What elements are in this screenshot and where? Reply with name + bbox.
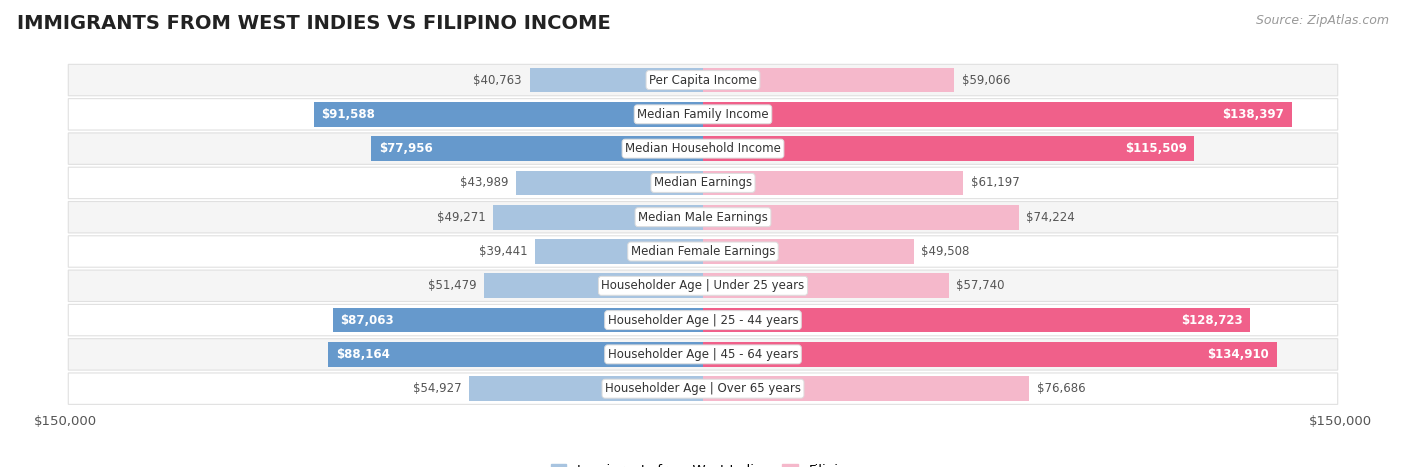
Text: Median Household Income: Median Household Income bbox=[626, 142, 780, 155]
Text: $76,686: $76,686 bbox=[1036, 382, 1085, 395]
Text: $49,271: $49,271 bbox=[437, 211, 486, 224]
Bar bbox=[530, 68, 703, 92]
Bar bbox=[484, 274, 703, 298]
Bar bbox=[703, 239, 914, 264]
Text: $138,397: $138,397 bbox=[1222, 108, 1284, 121]
Text: $57,740: $57,740 bbox=[956, 279, 1005, 292]
Bar bbox=[703, 170, 963, 195]
Text: $77,956: $77,956 bbox=[380, 142, 433, 155]
Text: $128,723: $128,723 bbox=[1181, 313, 1243, 326]
Bar bbox=[703, 102, 1292, 127]
Text: Householder Age | 45 - 64 years: Householder Age | 45 - 64 years bbox=[607, 348, 799, 361]
Text: Householder Age | 25 - 44 years: Householder Age | 25 - 44 years bbox=[607, 313, 799, 326]
Text: Median Male Earnings: Median Male Earnings bbox=[638, 211, 768, 224]
FancyBboxPatch shape bbox=[69, 99, 1337, 130]
Text: Median Earnings: Median Earnings bbox=[654, 177, 752, 190]
Text: Per Capita Income: Per Capita Income bbox=[650, 73, 756, 86]
Bar bbox=[371, 136, 703, 161]
FancyBboxPatch shape bbox=[69, 373, 1337, 404]
Text: Median Female Earnings: Median Female Earnings bbox=[631, 245, 775, 258]
Text: $87,063: $87,063 bbox=[340, 313, 394, 326]
Text: $54,927: $54,927 bbox=[413, 382, 461, 395]
Legend: Immigrants from West Indies, Filipino: Immigrants from West Indies, Filipino bbox=[546, 459, 860, 467]
Bar bbox=[703, 68, 955, 92]
Text: Median Family Income: Median Family Income bbox=[637, 108, 769, 121]
Text: Householder Age | Over 65 years: Householder Age | Over 65 years bbox=[605, 382, 801, 395]
Bar bbox=[328, 342, 703, 367]
FancyBboxPatch shape bbox=[69, 133, 1337, 164]
Bar bbox=[516, 170, 703, 195]
FancyBboxPatch shape bbox=[69, 167, 1337, 198]
FancyBboxPatch shape bbox=[69, 304, 1337, 336]
FancyBboxPatch shape bbox=[69, 339, 1337, 370]
Bar bbox=[703, 376, 1029, 401]
FancyBboxPatch shape bbox=[69, 64, 1337, 96]
Bar bbox=[703, 136, 1194, 161]
Text: $115,509: $115,509 bbox=[1125, 142, 1187, 155]
Bar bbox=[703, 308, 1250, 333]
Text: Householder Age | Under 25 years: Householder Age | Under 25 years bbox=[602, 279, 804, 292]
Text: $91,588: $91,588 bbox=[321, 108, 375, 121]
Text: Source: ZipAtlas.com: Source: ZipAtlas.com bbox=[1256, 14, 1389, 27]
Bar bbox=[703, 274, 949, 298]
Bar bbox=[703, 205, 1019, 230]
Text: $51,479: $51,479 bbox=[427, 279, 477, 292]
Text: $88,164: $88,164 bbox=[336, 348, 389, 361]
Bar bbox=[470, 376, 703, 401]
Text: $49,508: $49,508 bbox=[921, 245, 970, 258]
Text: $134,910: $134,910 bbox=[1208, 348, 1270, 361]
FancyBboxPatch shape bbox=[69, 236, 1337, 267]
Bar bbox=[333, 308, 703, 333]
Text: IMMIGRANTS FROM WEST INDIES VS FILIPINO INCOME: IMMIGRANTS FROM WEST INDIES VS FILIPINO … bbox=[17, 14, 610, 33]
Text: $59,066: $59,066 bbox=[962, 73, 1011, 86]
Text: $61,197: $61,197 bbox=[972, 177, 1019, 190]
Text: $40,763: $40,763 bbox=[474, 73, 522, 86]
FancyBboxPatch shape bbox=[69, 270, 1337, 302]
FancyBboxPatch shape bbox=[69, 201, 1337, 233]
Text: $39,441: $39,441 bbox=[479, 245, 527, 258]
Bar bbox=[536, 239, 703, 264]
Text: $74,224: $74,224 bbox=[1026, 211, 1076, 224]
Bar bbox=[494, 205, 703, 230]
Bar bbox=[703, 342, 1277, 367]
Text: $43,989: $43,989 bbox=[460, 177, 509, 190]
Bar bbox=[314, 102, 703, 127]
